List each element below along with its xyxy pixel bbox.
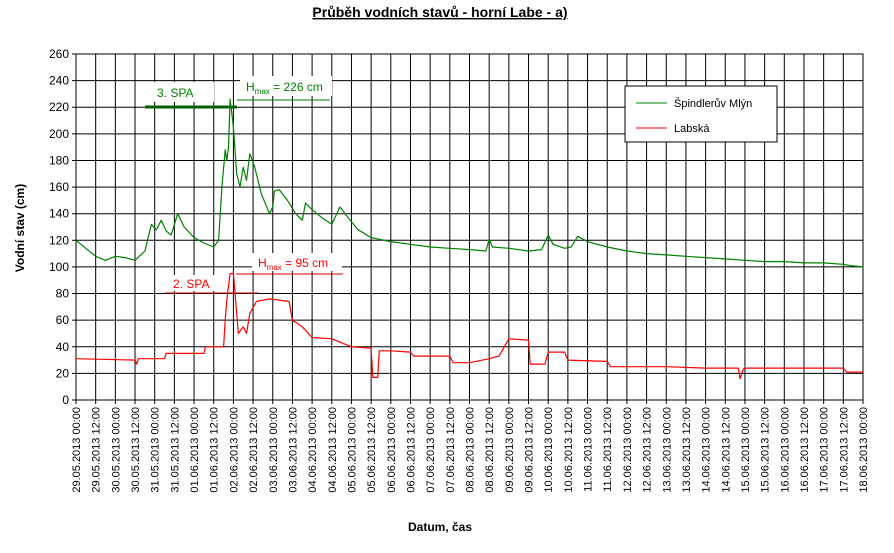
x-tick-label: 06.06.2013 12:00 [405,407,417,493]
y-tick-label: 120 [49,233,69,247]
x-tick-label: 11.06.2013 12:00 [602,407,614,492]
y-axis-label: Vodní stav (cm) [13,184,27,272]
x-tick-label: 09.06.2013 12:00 [524,407,536,493]
x-tick-label: 01.06.2013 12:00 [209,407,221,493]
x-tick-label: 30.05.2013 00:00 [110,407,122,493]
x-tick-label: 06.06.2013 00:00 [386,407,398,493]
y-axis-ticks: 0 20 40 60 80 100 120 140 160 180 200 220 240 260 [49,47,76,407]
spa2-label-bg [168,275,220,291]
y-tick-label: 180 [49,153,69,167]
x-tick-label: 02.06.2013 12:00 [248,407,260,493]
x-tick-label: 14.06.2013 12:00 [720,407,732,493]
x-tick-label: 12.06.2013 00:00 [622,407,634,493]
x-tick-label: 08.06.2013 00:00 [465,407,477,493]
hmax-red-h: H [258,256,267,270]
x-tick-label: 10.06.2013 00:00 [543,407,555,493]
x-axis-ticks: 29.05.2013 00:00 29.05.2013 12:00 30.05.20… [71,400,870,493]
y-tick-label: 20 [56,366,70,380]
x-tick-label: 15.06.2013 12:00 [760,407,772,493]
series-layer [75,98,864,380]
y-tick-label: 60 [56,313,70,327]
x-tick-label: 13.06.2013 00:00 [661,407,673,493]
y-tick-label: 240 [49,74,69,88]
hmax-green-label: Hmax = 226 cm [246,80,323,96]
hmax-green-h: H [246,80,255,94]
spa2-label: 2. SPA [173,277,209,291]
y-tick-label: 200 [49,127,69,141]
spa3-label-bg [152,82,214,102]
x-tick-label: 04.06.2013 12:00 [327,407,339,493]
y-tick-label: 220 [49,100,69,114]
x-tick-label: 08.06.2013 12:00 [484,407,496,493]
legend: Špindlerův Mlýn Labská [624,85,778,143]
legend-box [624,85,778,143]
x-tick-label: 16.06.2013 00:00 [779,407,791,493]
hmax-red-value: = 95 cm [282,256,328,270]
x-tick-label: 07.06.2013 00:00 [425,407,437,493]
legend-label-spindleruv-mlyn: Špindlerův Mlýn [674,97,752,110]
x-tick-label: 05.06.2013 00:00 [346,407,358,493]
series-line-spindleruv-mlyn [75,98,864,268]
hmax-red-sub: max [267,263,282,272]
x-tick-label: 16.06.2013 12:00 [799,407,811,493]
y-tick-label: 160 [49,180,69,194]
x-tick-label: 31.05.2013 12:00 [169,407,181,493]
chart-title: Průběh vodních stavů - horní Labe - a) [312,4,567,20]
series-line-labska [75,273,863,380]
hmax-red-label: Hmax = 95 cm [258,256,328,272]
legend-label-labska: Labská [674,123,710,135]
hmax-green-value: = 226 cm [270,80,323,94]
x-tick-label: 29.05.2013 12:00 [91,407,103,493]
x-tick-label: 11.06.2013 00:00 [583,407,595,492]
x-tick-label: 10.06.2013 12:00 [563,407,575,493]
y-tick-label: 80 [56,287,70,301]
y-tick-label: 140 [49,207,69,221]
spa3-label: 3. SPA [157,86,193,100]
annotations: 3. SPA Hmax = 226 cm 2. SPA Hmax = 95 cm [152,76,342,291]
x-tick-label: 29.05.2013 00:00 [71,407,83,493]
hmax-green-sub: max [255,87,270,96]
x-tick-label: 07.06.2013 12:00 [445,407,457,493]
x-tick-label: 15.06.2013 00:00 [740,407,752,493]
x-axis-label: Datum, čas [408,520,472,534]
x-tick-label: 02.06.2013 00:00 [228,407,240,493]
x-tick-label: 14.06.2013 00:00 [701,407,713,493]
x-tick-label: 17.06.2013 12:00 [838,407,850,493]
x-tick-label: 12.06.2013 12:00 [642,407,654,493]
hmax-red-bg [252,253,342,271]
hmax-green-bg [240,76,332,96]
x-tick-label: 17.06.2013 00:00 [819,407,831,493]
x-tick-label: 05.06.2013 12:00 [366,407,378,493]
y-tick-label: 0 [62,393,69,407]
y-tick-label: 260 [49,47,69,61]
x-tick-label: 09.06.2013 00:00 [504,407,516,493]
x-tick-label: 13.06.2013 12:00 [681,407,693,493]
x-tick-label: 04.06.2013 00:00 [307,407,319,493]
x-tick-label: 30.05.2013 12:00 [130,407,142,493]
x-tick-label: 03.06.2013 12:00 [287,407,299,493]
y-tick-label: 100 [49,260,69,274]
annotation-lines [145,99,343,294]
y-tick-label: 40 [56,340,70,354]
x-tick-label: 01.06.2013 00:00 [189,407,201,493]
x-tick-label: 18.06.2013 00:00 [858,407,870,493]
x-tick-label: 31.05.2013 00:00 [150,407,162,493]
x-tick-label: 03.06.2013 00:00 [268,407,280,493]
